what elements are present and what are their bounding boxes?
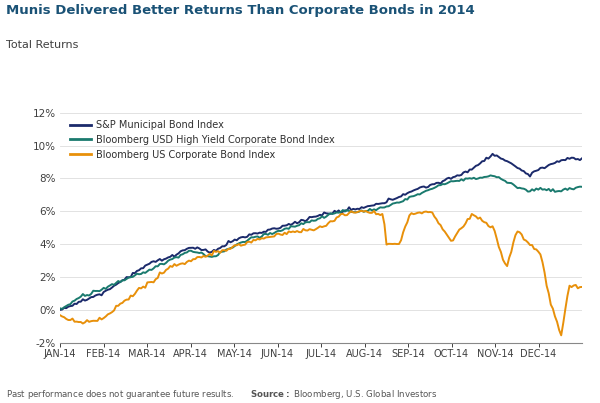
Text: Total Returns: Total Returns — [6, 40, 79, 50]
Text: Munis Delivered Better Returns Than Corporate Bonds in 2014: Munis Delivered Better Returns Than Corp… — [6, 4, 475, 17]
Text: Past performance does not guarantee future results.     $\bf{Source:}$ Bloomberg: Past performance does not guarantee futu… — [6, 388, 437, 401]
Legend: S&P Municipal Bond Index, Bloomberg USD High Yield Corporate Bond Index, Bloombe: S&P Municipal Bond Index, Bloomberg USD … — [70, 120, 335, 160]
